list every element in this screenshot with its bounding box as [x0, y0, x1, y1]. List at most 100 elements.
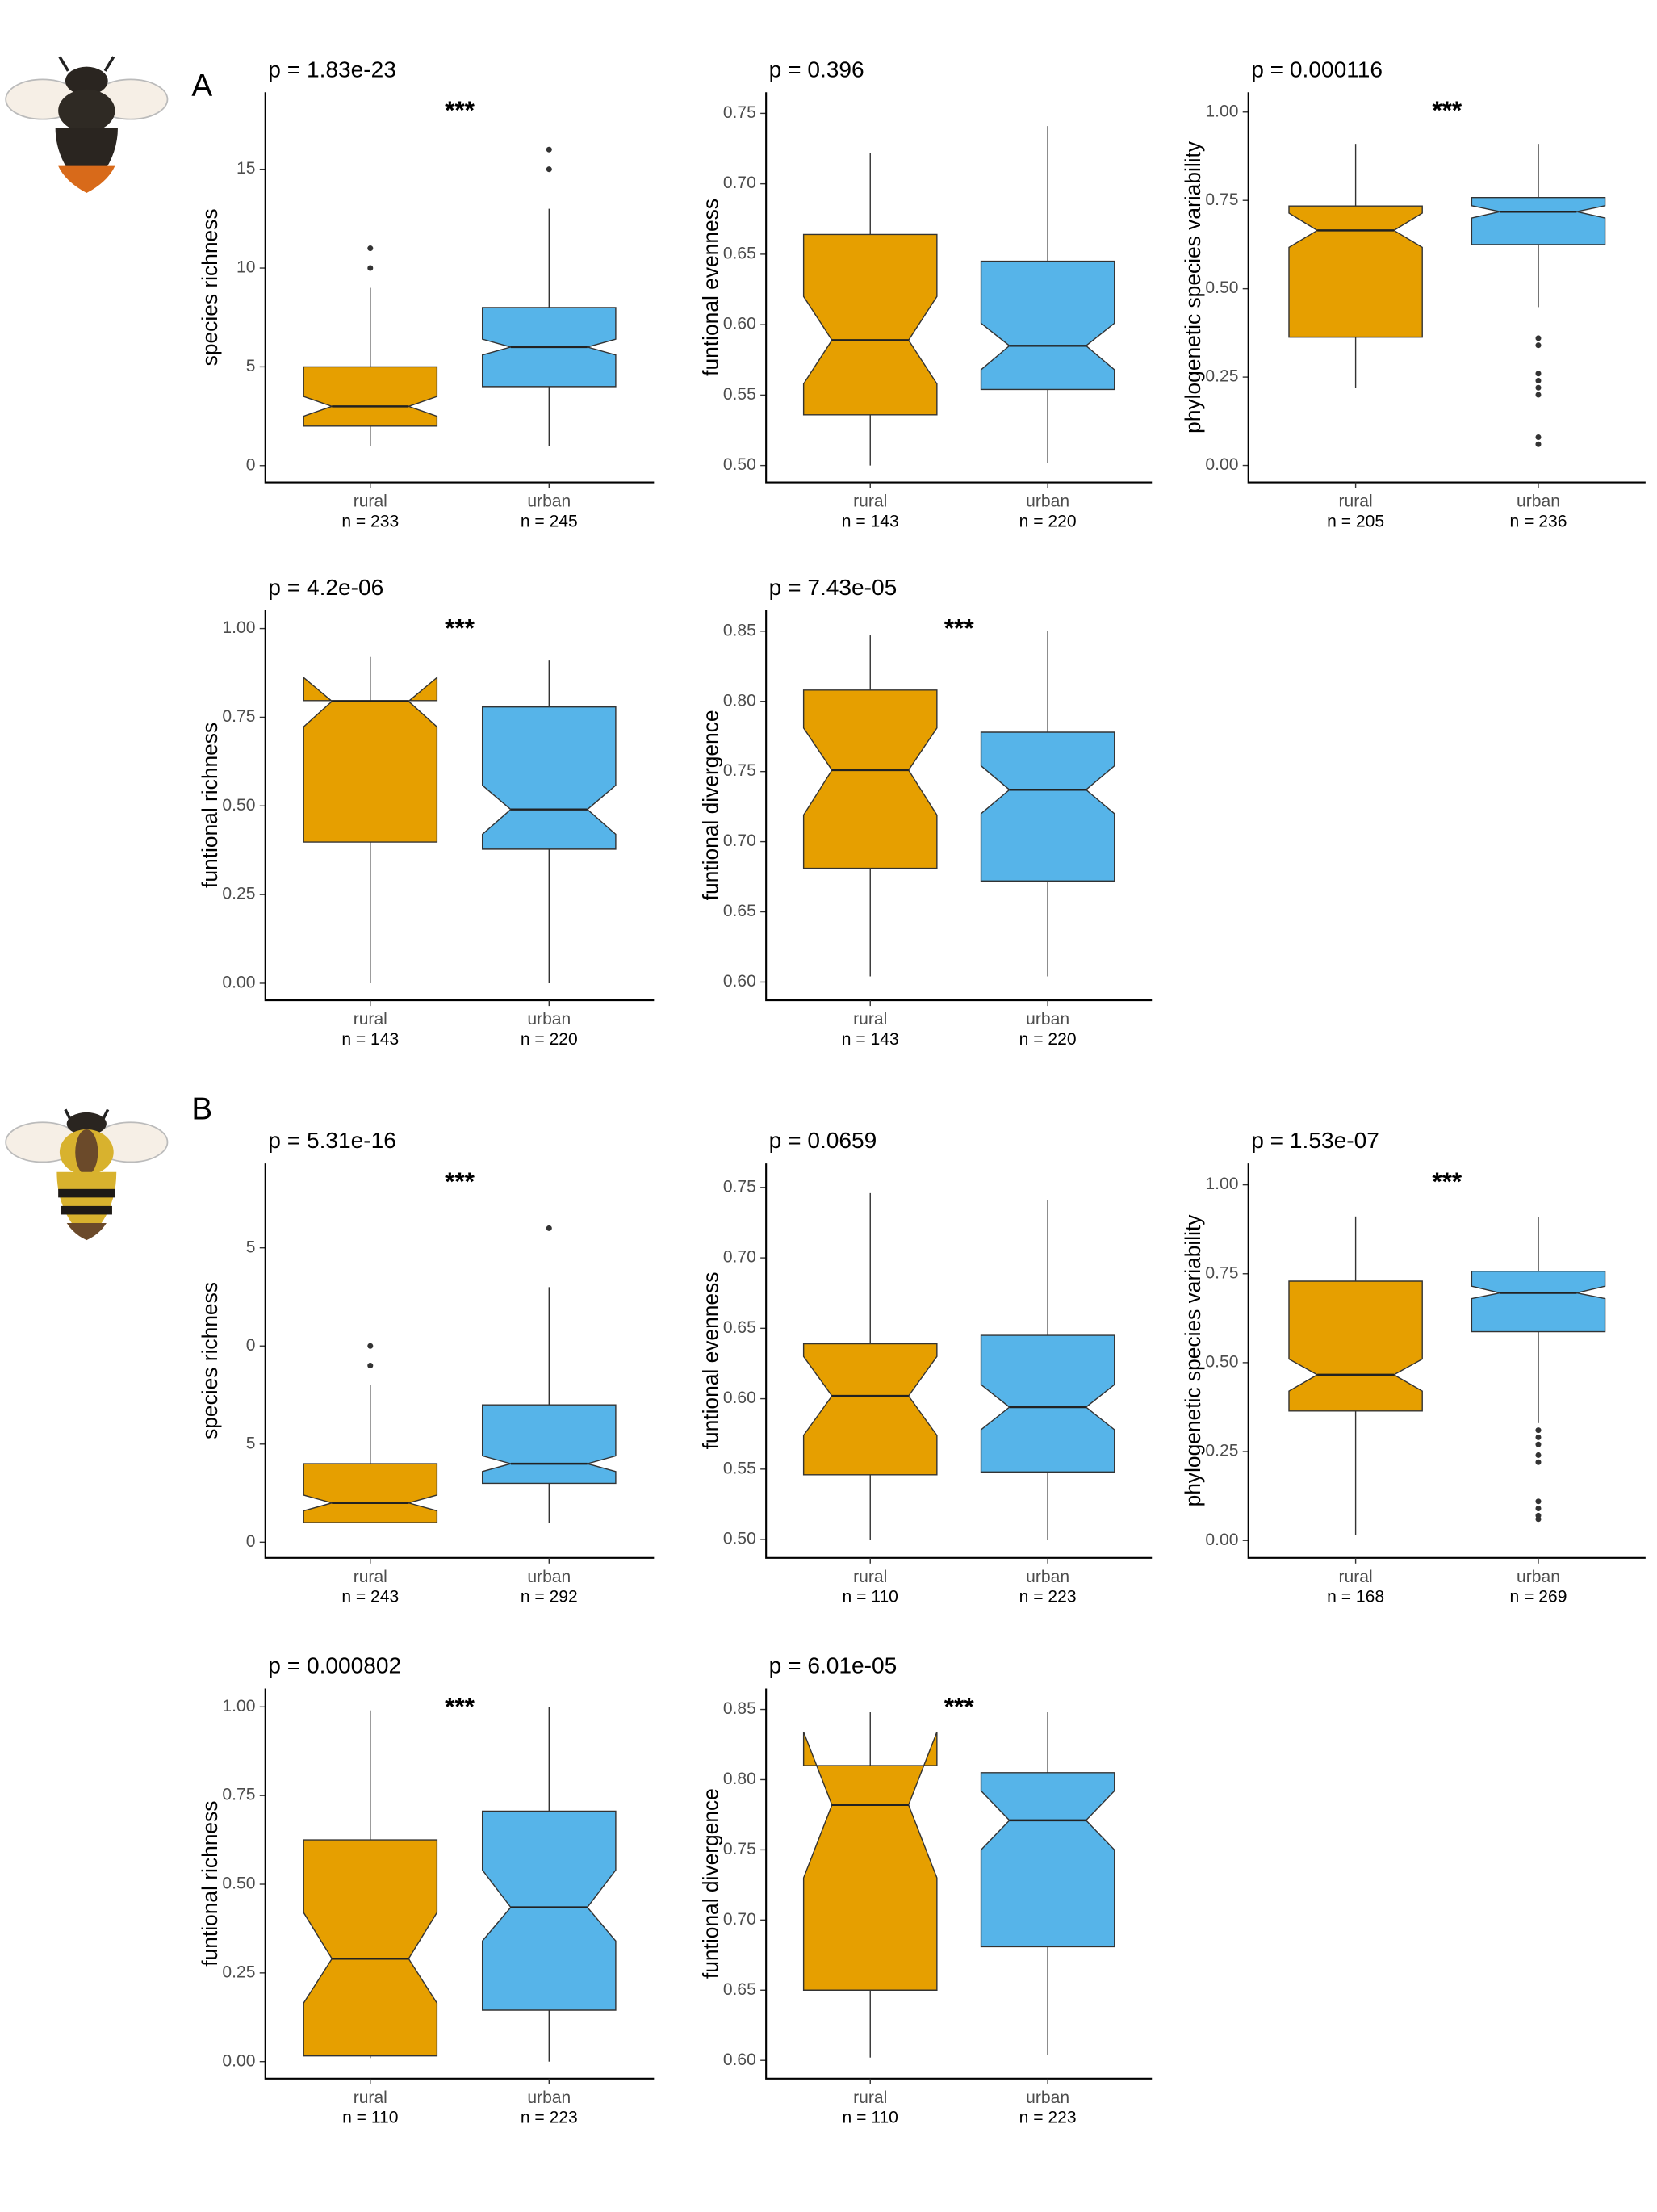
outlier [1535, 1434, 1542, 1440]
y-tick-label: 0.75 [723, 761, 756, 780]
y-tick-label: 0.60 [723, 2051, 756, 2069]
axis-line [1247, 1163, 1646, 1559]
y-tick-label: 0.75 [723, 1840, 756, 1858]
y-axis-label: funtional richness [198, 1801, 222, 1967]
y-tick-label: 0 [246, 455, 256, 474]
x-tick-label: rural [853, 2088, 887, 2107]
x-tick-label: urban [527, 1568, 571, 1586]
y-tick-label: 0.85 [723, 1699, 756, 1718]
n-label: n = 269 [1510, 1588, 1567, 1607]
y-axis-label: funtional richness [198, 723, 222, 888]
n-label: n = 243 [341, 1588, 399, 1607]
n-label: n = 220 [1019, 512, 1077, 530]
y-tick-label: 1.00 [222, 618, 255, 637]
axis-line [765, 92, 1153, 484]
y-tick-label: 1.00 [222, 1697, 255, 1716]
outlier [1535, 371, 1542, 377]
outlier [1535, 434, 1542, 441]
y-tick-label: 0.80 [723, 1770, 756, 1788]
n-label: n = 223 [521, 2109, 578, 2127]
y-axis-label: phylogenetic species variability [1181, 140, 1205, 434]
y-tick-label: 0.50 [723, 1530, 756, 1548]
box [980, 260, 1115, 391]
outlier [1535, 1459, 1542, 1465]
y-tick-label: 0.00 [222, 2051, 255, 2070]
y-tick-label: 0.85 [723, 621, 756, 639]
x-tick-label: rural [354, 1568, 387, 1586]
y-tick-label: 0.25 [1205, 367, 1238, 386]
box [980, 1334, 1115, 1473]
y-tick-label: 0.60 [723, 315, 756, 333]
n-label: n = 236 [1510, 512, 1567, 530]
n-label: n = 168 [1327, 1588, 1384, 1607]
box [481, 706, 617, 850]
y-tick-label: 0.75 [723, 1177, 756, 1196]
box [980, 1772, 1115, 1948]
outlier [367, 245, 374, 252]
x-tick-label: rural [853, 492, 887, 511]
y-tick-label: 0.50 [723, 455, 756, 474]
x-tick-label: urban [1026, 1010, 1069, 1028]
n-label: n = 143 [842, 512, 899, 530]
y-tick-label: 0.75 [222, 1786, 255, 1804]
n-label: n = 223 [1019, 2109, 1077, 2127]
box [1471, 1270, 1606, 1333]
n-label: n = 143 [842, 1030, 899, 1049]
chart-title: p = 7.43e-05 [769, 575, 898, 600]
n-label: n = 220 [1019, 1030, 1077, 1049]
outlier [1535, 384, 1542, 391]
x-tick-label: rural [1339, 492, 1373, 511]
box [802, 689, 938, 869]
y-tick-label: 0.55 [723, 1459, 756, 1477]
outlier [1535, 1516, 1542, 1523]
box [802, 1732, 938, 1991]
chart-title: p = 0.396 [769, 57, 864, 82]
y-tick-label: 10 [236, 258, 255, 277]
bee-b-icon [5, 1108, 169, 1241]
box [802, 1343, 938, 1476]
axis-line [765, 1688, 1153, 2080]
box [481, 1810, 617, 2011]
significance: *** [944, 614, 975, 643]
box [481, 1404, 617, 1485]
outlier [1535, 1452, 1542, 1458]
n-label: n = 220 [521, 1030, 578, 1049]
outlier [367, 1343, 374, 1349]
y-tick-label: 0.00 [1205, 455, 1238, 474]
y-tick-label: 5 [246, 1434, 256, 1452]
y-tick-label: 0 [246, 1336, 256, 1355]
y-tick-label: 0.50 [1205, 1352, 1238, 1371]
box [303, 676, 438, 843]
x-tick-label: urban [1026, 492, 1069, 511]
outlier [546, 1225, 552, 1231]
x-tick-label: urban [1517, 1568, 1560, 1586]
y-tick-label: 0.70 [723, 1248, 756, 1267]
x-tick-label: rural [354, 492, 387, 511]
outlier [1535, 441, 1542, 447]
n-label: n = 292 [521, 1588, 578, 1607]
chart-title: p = 4.2e-06 [268, 575, 383, 600]
outlier [1535, 1441, 1542, 1447]
box [303, 1463, 438, 1523]
y-tick-label: 0.25 [222, 1963, 255, 1981]
chart-title: p = 1.83e-23 [268, 57, 396, 82]
y-tick-label: 0.75 [1205, 191, 1238, 209]
box [303, 366, 438, 427]
x-tick-label: rural [853, 1568, 887, 1586]
x-tick-label: urban [527, 1010, 571, 1028]
y-axis-label: funtional evenness [698, 1272, 722, 1450]
box [980, 731, 1115, 882]
outlier [546, 146, 552, 153]
box [1288, 205, 1423, 338]
n-label: n = 233 [341, 512, 399, 530]
axis-line [765, 610, 1153, 1002]
axis-line [264, 92, 655, 484]
y-tick-label: 0.65 [723, 1980, 756, 1999]
y-tick-label: 0.60 [723, 1389, 756, 1407]
box [1288, 1280, 1423, 1412]
y-tick-label: 15 [236, 159, 255, 178]
chart-title: p = 0.000802 [268, 1653, 401, 1678]
box [303, 1839, 438, 2057]
significance: *** [944, 1691, 975, 1720]
